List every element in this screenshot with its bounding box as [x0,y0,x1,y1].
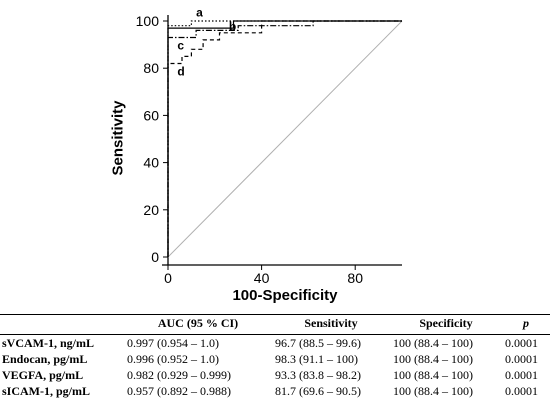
y-tick-label: 0 [151,249,159,265]
curve-label-d: d [177,64,184,78]
curve-label-c: c [177,38,184,52]
table-row: Endocan, pg/mL 0.996 (0.952 – 1.0) 98.3 … [0,351,550,367]
table-row: VEGFA, pg/mL 0.982 (0.929 – 0.999) 93.3 … [0,367,550,383]
x-axis-label: 100-Specificity [232,287,338,304]
table-row: sICAM-1, pg/mL 0.957 (0.892 – 0.988) 81.… [0,383,550,399]
cell-sensitivity: 81.7 (69.6 – 90.5) [275,383,361,398]
cell-auc: 0.957 (0.892 – 0.988) [127,383,231,398]
cell-marker: Endocan, pg/mL [2,351,88,366]
reference-diagonal [167,20,403,258]
cell-marker: sICAM-1, pg/mL [2,383,91,398]
roc-curve-c [167,20,402,257]
curve-label-a: a [196,5,203,19]
header-p: p [502,315,550,335]
y-tick-label: 80 [143,60,159,76]
y-axis-label: Sensitivity [109,100,127,176]
cell-specificity: 100 (88.4 – 100) [393,335,473,350]
cell-sensitivity: 96.7 (88.5 – 99.6) [275,335,361,350]
cell-p: 0.0001 [505,335,538,350]
cell-p: 0.0001 [505,383,538,398]
results-table: AUC (95 % CI) Sensitivity Specificity p … [0,315,550,399]
table-row: sVCAM-1, ng/mL 0.997 (0.954 – 1.0) 96.7 … [0,335,550,352]
cell-auc: 0.996 (0.952 – 1.0) [127,351,219,366]
cell-auc: 0.997 (0.954 – 1.0) [127,335,219,350]
y-tick-label: 40 [143,155,159,171]
cell-auc: 0.982 (0.929 – 0.999) [127,367,231,382]
roc-curve-d [167,20,402,257]
x-tick-label: 80 [347,270,363,286]
y-tick-label: 60 [143,107,159,123]
cell-p: 0.0001 [505,351,538,366]
cell-marker: sVCAM-1, ng/mL [2,335,94,350]
cell-specificity: 100 (88.4 – 100) [393,367,473,382]
cell-marker: VEGFA, pg/mL [2,367,84,382]
header-marker [0,315,124,335]
table-top-rule [0,314,550,315]
y-tick-label: 100 [136,13,160,29]
table-header-row: AUC (95 % CI) Sensitivity Specificity p [0,315,550,335]
cell-sensitivity: 93.3 (83.8 – 98.2) [275,367,361,382]
header-auc: AUC (95 % CI) [124,315,272,335]
x-tick-label: 40 [254,270,270,286]
cell-specificity: 100 (88.4 – 100) [393,351,473,366]
x-tick-label: 0 [164,270,172,286]
curve-label-b: b [229,19,236,33]
header-sensitivity: Sensitivity [272,315,390,335]
y-tick-label: 20 [143,202,159,218]
cell-p: 0.0001 [505,367,538,382]
header-specificity: Specificity [390,315,502,335]
cell-specificity: 100 (88.4 – 100) [393,383,473,398]
cell-sensitivity: 98.3 (91.1 – 100) [275,351,358,366]
